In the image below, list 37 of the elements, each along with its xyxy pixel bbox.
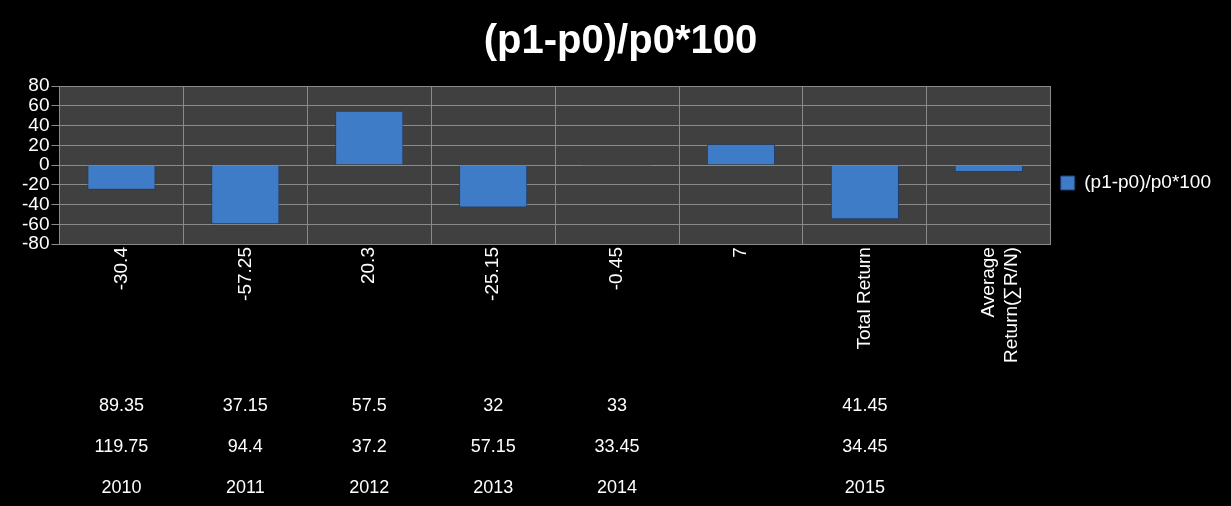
text: 2014 — [597, 476, 638, 497]
x-tick-label: Average Return(∑R/N) — [977, 247, 1022, 363]
text: 2015 — [844, 476, 885, 497]
text: 119.75 — [94, 435, 149, 456]
text: 37.2 — [351, 435, 387, 456]
text: 2013 — [473, 476, 514, 497]
y-tick-label: 80 — [28, 74, 50, 96]
y-tick-label: 40 — [28, 113, 50, 135]
y-tick-label: 20 — [28, 133, 50, 155]
text: 34.45 — [842, 435, 888, 456]
text: 33 — [607, 394, 628, 415]
y-tick-label: -60 — [21, 212, 50, 234]
x-tick-label: -30.4 — [109, 246, 131, 291]
text: 33.45 — [594, 435, 640, 456]
text: 41.45 — [842, 394, 888, 415]
y-tick-label: -80 — [21, 232, 50, 254]
text: 2010 — [101, 476, 142, 497]
x-tick-label: -25.15 — [481, 247, 503, 301]
legend-label: (p1-p0)/p0*100 — [1084, 171, 1212, 193]
x-tick-label: 7 — [729, 247, 751, 258]
chart-title: (p1-p0)/p0*100 — [483, 17, 758, 62]
text: 32 — [483, 394, 504, 415]
x-tick-label: -57.25 — [233, 247, 255, 301]
y-tick-label: -20 — [21, 173, 50, 195]
x-tick-label: 20.3 — [357, 247, 379, 285]
x-tick-label: -0.45 — [605, 247, 627, 291]
text: 57.15 — [470, 435, 516, 456]
text: 94.4 — [227, 435, 263, 456]
y-tick-label: 0 — [38, 153, 50, 175]
y-tick-label: 60 — [28, 93, 50, 115]
y-tick-label: -40 — [21, 192, 50, 214]
text: 2011 — [225, 476, 265, 497]
text: 89.35 — [98, 394, 144, 415]
text: 37.15 — [222, 394, 268, 415]
x-tick-label: Total Return — [853, 247, 875, 350]
text: 57.5 — [351, 394, 387, 415]
text: 2012 — [349, 476, 390, 497]
